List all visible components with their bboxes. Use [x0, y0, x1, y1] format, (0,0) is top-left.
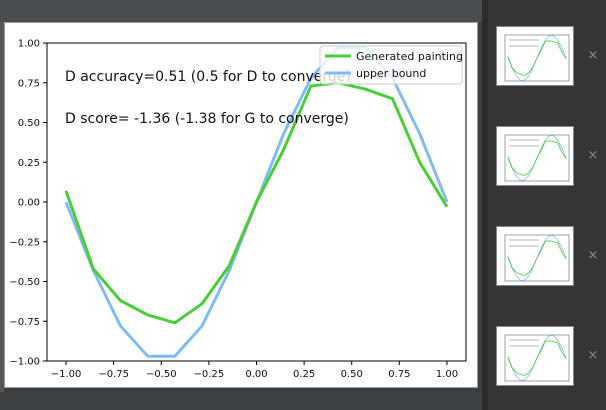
- legend-label-upper: upper bound: [356, 67, 426, 80]
- y-tick-label: 1.00: [18, 39, 40, 50]
- y-tick-label: 0.75: [18, 78, 40, 89]
- plot-figure: −1.00 −0.75 −0.50 −0.25 0.00 0.25 0.50 0.75 1.00…: [4, 22, 478, 388]
- y-tick-label: −1.00: [9, 357, 40, 368]
- x-tick-label: 1.00: [436, 369, 458, 380]
- x-tick-label: 0.00: [245, 369, 267, 380]
- thumbnail-frame: [504, 34, 570, 82]
- toolbar: [0, 0, 482, 22]
- thumbnail-frame: [504, 134, 570, 182]
- close-icon[interactable]: ×: [587, 248, 599, 263]
- x-tick-label: 0.50: [341, 369, 363, 380]
- y-tick-label: 0.50: [18, 118, 40, 129]
- y-tick-label: −0.75: [9, 317, 40, 328]
- y-tick-label: −0.25: [9, 237, 40, 248]
- history-thumbnail-2[interactable]: [496, 126, 574, 186]
- x-tick-label: −0.75: [98, 369, 129, 380]
- thumbnail-frame: [504, 334, 570, 382]
- history-thumbnail-1[interactable]: [496, 26, 574, 86]
- chart: −1.00 −0.75 −0.50 −0.25 0.00 0.25 0.50 0.75 1.00…: [9, 39, 467, 380]
- close-icon[interactable]: ×: [587, 48, 599, 63]
- thumbnail-4-chart: [504, 334, 570, 382]
- x-tick-label: −0.25: [194, 369, 225, 380]
- thumbnail-3-chart: [504, 234, 570, 282]
- y-tick-label: 0.25: [18, 158, 40, 169]
- history-panel: × × × ×: [488, 0, 606, 410]
- left-edge: [0, 22, 4, 392]
- series-line-generated-painting: [64, 81, 449, 325]
- y-tick-label: −0.50: [9, 277, 40, 288]
- panel-divider[interactable]: [482, 0, 488, 410]
- legend: Generated painting upper bound: [319, 45, 463, 85]
- thumbnail-series-line: [507, 40, 567, 76]
- thumbnail-1-chart: [504, 34, 570, 82]
- legend-box: [319, 45, 463, 85]
- x-tick-label: −1.00: [51, 369, 82, 380]
- thumbnail-series-line: [507, 240, 567, 276]
- history-thumbnail-3[interactable]: [496, 226, 574, 286]
- thumbnail-series-line: [507, 140, 567, 176]
- thumbnail-2-chart: [504, 134, 570, 182]
- annotation-score: D score= -1.36 (-1.38 for G to converge): [65, 111, 349, 127]
- thumbnail-series-line: [507, 340, 567, 376]
- y-tick-label: 0.00: [18, 198, 40, 209]
- x-tick-label: 0.75: [388, 369, 410, 380]
- close-icon[interactable]: ×: [587, 148, 599, 163]
- status-bar: [0, 392, 482, 410]
- x-tick-label: 0.25: [293, 369, 315, 380]
- x-tick-label: −0.50: [146, 369, 177, 380]
- annotation-accuracy: D accuracy=0.51 (0.5 for D to converge): [65, 69, 351, 85]
- legend-label-generated: Generated painting: [356, 50, 463, 63]
- close-icon[interactable]: ×: [587, 348, 599, 363]
- thumbnail-frame: [504, 234, 570, 282]
- history-thumbnail-4[interactable]: [496, 326, 574, 386]
